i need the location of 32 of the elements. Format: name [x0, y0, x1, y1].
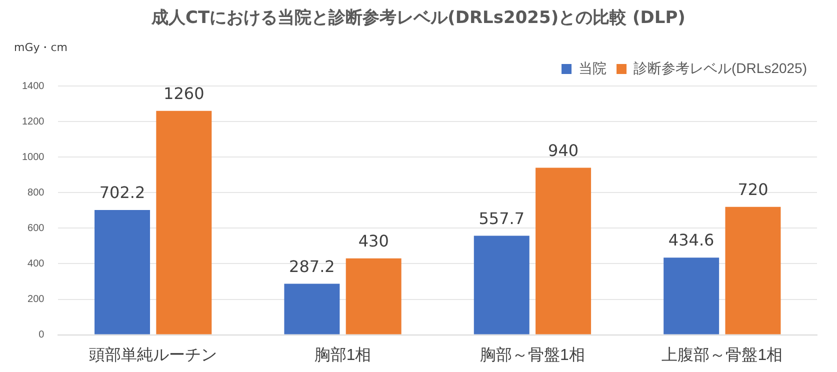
y-tick-label: 1000 [22, 152, 45, 163]
data-label: 940 [548, 140, 579, 160]
bar [346, 258, 402, 334]
y-tick-label: 1200 [22, 116, 45, 128]
data-label: 720 [738, 180, 768, 199]
data-label: 430 [358, 232, 389, 251]
data-label: 1260 [164, 84, 204, 104]
y-tick-label: 800 [28, 187, 45, 198]
legend-label: 診断参考レベル(DRLs2025) [634, 60, 808, 76]
data-label: 434.6 [668, 230, 714, 250]
bar [94, 210, 150, 334]
bar [474, 236, 530, 334]
x-tick-label: 頭部単純ルーチン [89, 346, 218, 364]
x-tick-label: 上腹部～骨盤1相 [662, 346, 783, 364]
data-label: 287.2 [289, 256, 335, 276]
bar [725, 206, 781, 334]
data-label: 702.2 [99, 183, 146, 202]
x-tick-label: 胸部1相 [314, 346, 372, 364]
y-tick-label: 400 [28, 258, 45, 270]
y-tick-label: 600 [28, 222, 45, 234]
chart-title: 成人CTにおける当院と診断参考レベル(DRLs2025)との比較 (DLP) [150, 7, 686, 29]
legend-label: 当院 [578, 60, 607, 76]
x-tick-label: 胸部～骨盤1相 [480, 346, 585, 364]
y-tick-label: 200 [28, 294, 45, 306]
y-tick-label: 0 [38, 330, 45, 341]
bar [536, 168, 592, 334]
data-label: 557.7 [478, 208, 525, 228]
bar [664, 258, 720, 334]
y-axis-title: mGy・cm [14, 40, 68, 55]
y-tick-label: 1400 [22, 80, 45, 92]
bar [284, 284, 340, 334]
bar [156, 110, 212, 334]
